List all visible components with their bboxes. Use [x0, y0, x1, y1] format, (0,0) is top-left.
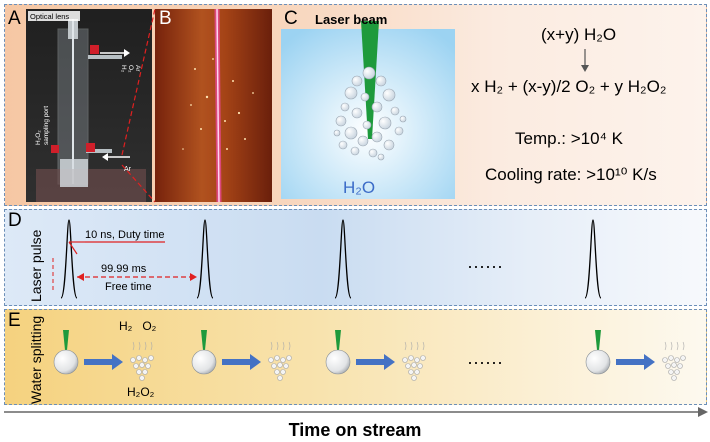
- laser-pulse-2: [196, 219, 214, 299]
- splitting-ellipsis: ······: [467, 352, 503, 372]
- laser-spot-3: [335, 330, 341, 350]
- laser-spot-4: [595, 330, 601, 350]
- outlet-gas-h2: H₂: [120, 65, 127, 73]
- time-axis-arrowhead: [698, 407, 708, 417]
- panel-c-label: C: [284, 8, 298, 29]
- outlet-gas-ar: Ar: [134, 65, 141, 72]
- reactor-photo: Optical lens H₂ O₂ Ar H₂O₂ sampling port…: [26, 9, 152, 202]
- blue-arrow-2: [222, 354, 261, 370]
- laser-spot-2: [201, 330, 207, 350]
- inlet-ar-label: Ar: [124, 166, 132, 173]
- sampling-port-line2: sampling port: [43, 106, 50, 145]
- laser-beam-label: Laser beam: [315, 12, 388, 27]
- reaction-reactant: (x+y) H₂O: [541, 25, 617, 44]
- reaction-arrow-icon: [581, 49, 589, 72]
- bubble-schematic: H₂O: [281, 21, 455, 199]
- laser-pulse-title: Laser pulse: [28, 229, 44, 302]
- panel-e-label: E: [8, 310, 21, 331]
- pulse-ellipsis: ······: [467, 256, 503, 276]
- gas-products-label: H₂ O₂: [119, 319, 157, 333]
- optical-lens-label: Optical lens: [30, 12, 69, 21]
- panel-e: E Water splitting H₂ O₂ H₂O₂: [4, 309, 707, 405]
- panel-top: Optical lens H₂ O₂ Ar H₂O₂ sampling port…: [4, 4, 707, 206]
- laser-pulse-3: [334, 219, 352, 299]
- zoom-connector: [121, 8, 156, 203]
- water-label: H₂O: [343, 178, 375, 197]
- products-cloud-3: [402, 341, 426, 381]
- bubble-3: [325, 349, 351, 375]
- free-time-label: Free time: [105, 281, 151, 293]
- bubble-2: [191, 349, 217, 375]
- laser-pulse-1: [60, 219, 78, 299]
- blue-arrow-1: [84, 354, 123, 370]
- products-cloud-4: [662, 341, 686, 381]
- laser-closeup-photo: [155, 9, 272, 202]
- time-axis-label: Time on stream: [288, 420, 422, 440]
- cooling-rate-text: Cooling rate: >10¹⁰ K/s: [485, 165, 657, 184]
- interval-label: 99.99 ms: [101, 263, 147, 275]
- water-splitting-title: Water splitting: [28, 316, 44, 404]
- duty-time-label: 10 ns, Duty time: [85, 229, 164, 241]
- products-cloud-1: [130, 341, 154, 381]
- panel-a-label: A: [8, 8, 21, 29]
- blue-arrow-4: [616, 354, 655, 370]
- blue-arrow-3: [356, 354, 395, 370]
- outlet-gas-o2: O₂: [127, 65, 134, 73]
- panel-b-label: B: [159, 8, 172, 29]
- laser-pulse-4: [584, 219, 602, 299]
- products-cloud-2: [268, 341, 292, 381]
- bubble-1: [53, 349, 79, 375]
- time-axis: [4, 407, 708, 417]
- splitting-timeline: Water splitting H₂ O₂ H₂O₂: [28, 316, 686, 404]
- panel-d-label: D: [8, 210, 22, 231]
- laser-spot-1: [63, 330, 69, 350]
- bubble-4: [585, 349, 611, 375]
- temperature-text: Temp.: >10⁴ K: [515, 129, 623, 148]
- sampling-port-line1: H₂O₂: [35, 130, 42, 145]
- pulse-timeline: Laser pulse 10 ns, Duty time 99.99 ms Fr…: [28, 219, 602, 302]
- reaction-products: x H₂ + (x-y)/2 O₂ + y H₂O₂: [471, 77, 667, 96]
- liquid-product-label: H₂O₂: [127, 385, 155, 399]
- panel-d: D Laser pulse 10 ns, Duty time 99.99 ms …: [4, 209, 707, 306]
